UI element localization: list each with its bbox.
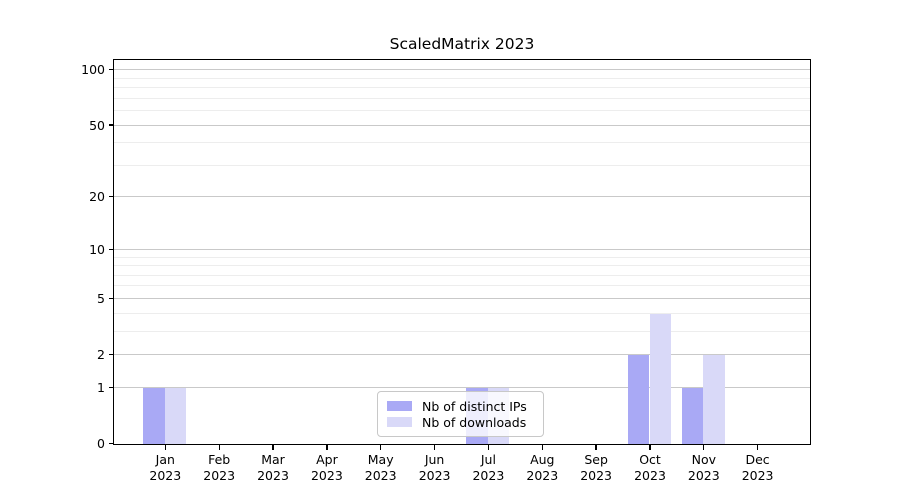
x-tick-may (380, 445, 382, 450)
gridline-y-1 (114, 386, 810, 388)
legend-label-downloads: Nb of downloads (422, 414, 527, 430)
x-tick-label-feb: Feb 2023 (203, 452, 236, 483)
minor-gridline-y-60 (114, 109, 810, 111)
bars-layer (114, 60, 810, 444)
x-tick-label-sep: Sep 2023 (580, 452, 612, 483)
x-tick-label-mar: Mar 2023 (257, 452, 289, 483)
y-tick-1 (108, 386, 114, 388)
gridline-y-2 (114, 354, 810, 355)
legend-item-downloads: Nb of downloads (387, 414, 534, 430)
y-tick-2 (108, 353, 114, 356)
y-tick-label-100: 100 (81, 62, 105, 78)
chart-title: ScaledMatrix 2023 (389, 35, 535, 53)
bar-downloads-oct (649, 313, 672, 444)
x-tick-label-apr: Apr 2023 (310, 452, 343, 483)
y-tick-20 (108, 196, 114, 198)
minor-gridline-y-8 (114, 265, 810, 266)
bar-downloads-jan (164, 387, 187, 444)
minor-gridline-y-30 (114, 164, 810, 166)
x-tick-oct (649, 445, 651, 450)
x-tick-label-jul: Jul 2023 (472, 452, 505, 483)
x-tick-jul (487, 445, 490, 450)
bar-ips-oct (627, 355, 650, 444)
x-tick-dec (756, 445, 759, 450)
y-tick-label-10: 10 (89, 241, 105, 257)
y-tick-100 (108, 68, 114, 71)
x-tick-nov (703, 445, 705, 450)
legend-swatch-downloads (387, 417, 412, 427)
x-tick-label-jun: Jun 2023 (418, 452, 451, 483)
legend-label-distinct-ips: Nb of distinct IPs (422, 398, 527, 414)
x-tick-aug (541, 445, 543, 450)
legend-swatch-distinct-ips (387, 401, 412, 411)
y-tick-label-20: 20 (89, 189, 105, 205)
legend-item-distinct-ips: Nb of distinct IPs (387, 398, 534, 414)
x-tick-label-oct: Oct 2023 (634, 452, 666, 483)
minor-gridline-y-3 (114, 330, 810, 332)
plot-area (113, 59, 811, 445)
y-tick-label-1: 1 (97, 379, 105, 395)
gridline-y-50 (114, 124, 810, 126)
x-tick-feb (218, 445, 220, 450)
x-tick-sep (595, 445, 597, 450)
y-tick-label-50: 50 (89, 117, 105, 133)
bar-ips-nov (681, 387, 704, 444)
y-tick-label-2: 2 (97, 347, 105, 362)
bar-downloads-nov (703, 355, 725, 444)
minor-gridline-y-70 (114, 97, 810, 99)
gridline-y-100 (114, 69, 810, 71)
minor-gridline-y-40 (114, 142, 810, 144)
x-tick-label-may: May 2023 (364, 452, 397, 483)
minor-gridline-y-80 (114, 87, 810, 88)
legend: Nb of distinct IPs Nb of downloads (377, 391, 544, 437)
x-tick-mar (272, 445, 274, 450)
bar-ips-jan (143, 387, 165, 444)
gridline-y-20 (114, 196, 810, 198)
minor-gridline-y-9 (114, 256, 810, 258)
x-tick-label-jan: Jan 2023 (149, 452, 182, 483)
minor-gridline-y-90 (114, 77, 810, 79)
x-tick-label-dec: Dec 2023 (741, 452, 774, 483)
gridlines-layer (114, 60, 810, 444)
x-tick-jun (433, 445, 436, 450)
x-tick-apr (326, 445, 328, 450)
minor-gridline-y-7 (114, 274, 810, 276)
y-tick-10 (108, 248, 114, 250)
gridline-y-10 (114, 248, 810, 250)
y-tick-label-0: 0 (97, 436, 105, 451)
y-tick-5 (108, 297, 114, 299)
x-tick-label-aug: Aug 2023 (526, 452, 559, 483)
y-tick-label-5: 5 (97, 290, 105, 306)
minor-gridline-y-4 (114, 312, 810, 314)
gridline-y-5 (114, 297, 810, 299)
y-tick-0 (108, 442, 114, 445)
minor-gridline-y-6 (114, 285, 810, 287)
x-tick-jan (164, 445, 166, 450)
y-tick-50 (108, 124, 114, 126)
x-tick-label-nov: Nov 2023 (687, 452, 720, 483)
